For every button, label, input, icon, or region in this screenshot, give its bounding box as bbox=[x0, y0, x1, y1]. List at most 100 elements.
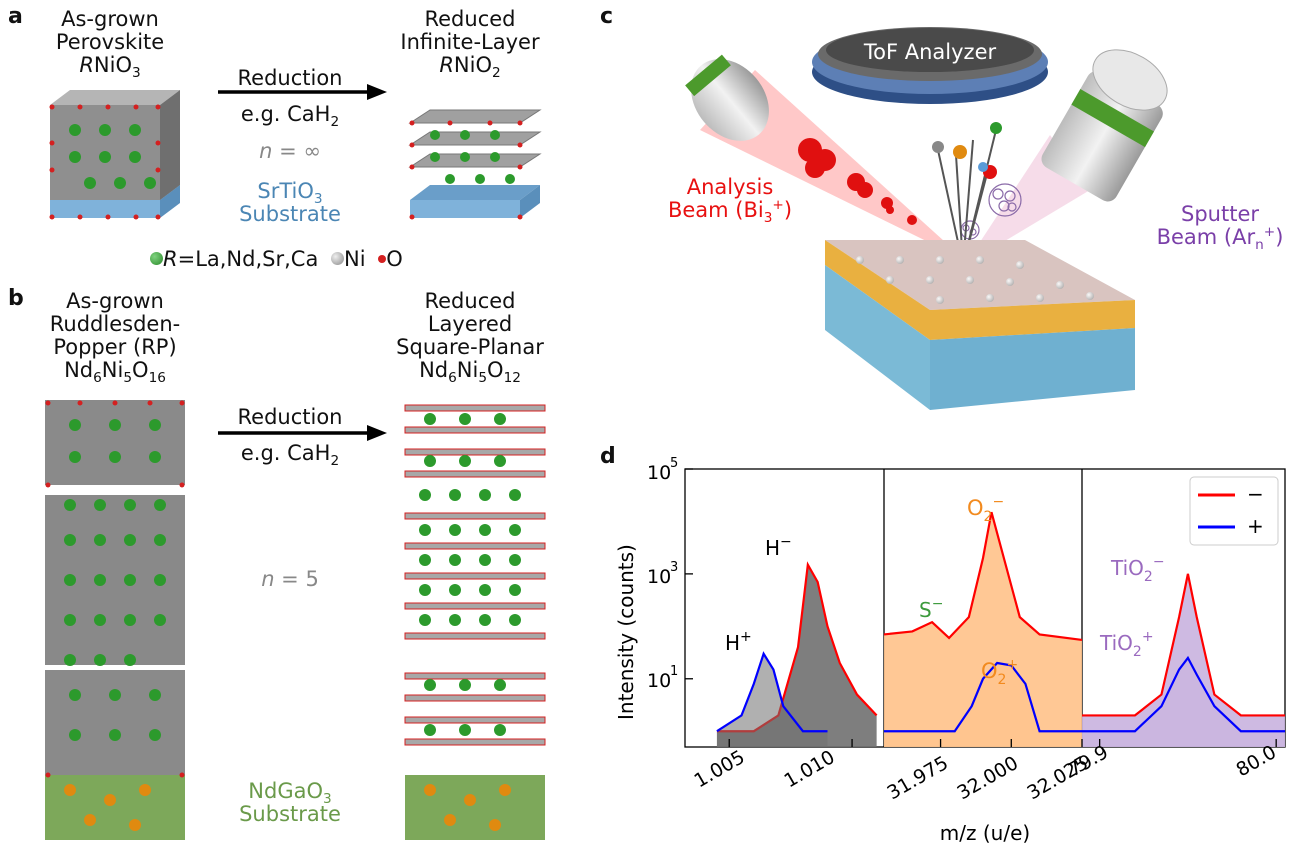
peak-fill-area bbox=[884, 512, 1082, 747]
peak-fill-area bbox=[716, 653, 828, 747]
legend-positive-label: + bbox=[1247, 514, 1264, 538]
panel-a-substrate-label: SrTiO3 Substrate bbox=[215, 180, 365, 226]
o-atom-icon bbox=[378, 255, 387, 263]
panel-a-reduction-arrow bbox=[218, 84, 387, 100]
n-symbol: n bbox=[261, 567, 275, 591]
formula-part: Ni bbox=[101, 358, 124, 382]
anno-text: TiO bbox=[1110, 556, 1144, 580]
chart-legend: − + bbox=[1189, 476, 1279, 546]
caption-line: Reduced bbox=[424, 289, 516, 313]
caption-line: As-grown bbox=[66, 289, 164, 313]
ytick-label: 10 bbox=[647, 462, 671, 484]
formula-r: R bbox=[79, 53, 94, 77]
substrate-formula: SrTiO3 bbox=[215, 179, 365, 207]
analysis-gun-icon bbox=[685, 54, 769, 141]
formula-sub: 6 bbox=[448, 370, 457, 387]
atom-legend: R=La,Nd,Sr,Ca Ni O bbox=[150, 248, 403, 271]
arrow-bottom-main: e.g. CaH bbox=[240, 102, 331, 126]
sputter-gun-icon bbox=[1041, 49, 1168, 202]
xtick-label: 1.010 bbox=[781, 746, 839, 792]
substrate-word: Substrate bbox=[239, 202, 341, 226]
ytick-exp: 1 bbox=[670, 664, 678, 679]
anno-sub: 2 bbox=[1133, 644, 1142, 660]
panel-a-arrow-bottom: e.g. CaH2 bbox=[215, 102, 365, 130]
caption-line: Reduced bbox=[424, 7, 516, 31]
anno-sup: − bbox=[992, 494, 1004, 510]
anno-text: O bbox=[981, 659, 998, 683]
ytick-label: 10 bbox=[647, 670, 671, 692]
y-axis-label: Intensity (counts) bbox=[614, 544, 638, 720]
h-minus-annotation: H− bbox=[765, 534, 792, 560]
formula-sub: 6 bbox=[93, 370, 102, 387]
panel-a-as-grown-caption: As-grown Perovskite RNiO3 bbox=[40, 7, 180, 81]
tof-sims-spectra-chart: 10 5 10 3 10 1 Intensity (counts) m/z (u… bbox=[614, 456, 1286, 845]
anno-text: H bbox=[765, 536, 780, 560]
anno-sup: − bbox=[1153, 554, 1165, 570]
negative-ion-series bbox=[1082, 573, 1285, 717]
panel-a-arrow-top: Reduction bbox=[237, 66, 343, 90]
caption-line: Analysis bbox=[686, 175, 774, 199]
beam-text: Beam (Ar bbox=[1156, 225, 1256, 249]
panel-b-substrate-label: NdGaO3 Substrate bbox=[215, 780, 365, 826]
formula-part: O bbox=[132, 358, 149, 382]
s-minus-annotation: S− bbox=[919, 596, 943, 622]
tio2-minus-annotation: TiO2− bbox=[1110, 554, 1165, 585]
caption-line: Square-Planar bbox=[396, 335, 544, 359]
caption-line: Ruddlesden- bbox=[49, 312, 181, 336]
n-value: = ∞ bbox=[272, 139, 321, 163]
formula-part: Ni bbox=[456, 358, 479, 382]
anno-sup: + bbox=[1142, 629, 1154, 645]
positive-ion-series bbox=[1082, 655, 1285, 733]
peak-fill-area bbox=[1082, 657, 1285, 747]
formula-rnio2: RNiO2 bbox=[380, 53, 560, 81]
caption-line: Sputter bbox=[1181, 202, 1259, 226]
arrow-bottom-sub: 2 bbox=[330, 453, 340, 470]
anno-sub: 2 bbox=[984, 509, 993, 525]
analysis-beam-label: Analysis Beam (Bi3+) bbox=[660, 175, 800, 226]
substrate-word: Substrate bbox=[239, 802, 341, 826]
beam-sup: + bbox=[1263, 224, 1276, 240]
caption-line: As-grown bbox=[61, 7, 159, 31]
anno-text: H bbox=[725, 631, 740, 655]
formula-sub: 3 bbox=[131, 65, 141, 82]
formula-sub: 2 bbox=[491, 65, 501, 82]
panel-b-n-label: n = 5 bbox=[215, 568, 365, 591]
n-value: = 5 bbox=[274, 567, 319, 591]
panel-b-reduced-caption: Reduced Layered Square-Planar Nd6Ni5O12 bbox=[380, 289, 560, 386]
formula-main: NiO bbox=[93, 53, 132, 77]
panel-a-label: a bbox=[8, 4, 23, 29]
anno-sub: 2 bbox=[998, 672, 1007, 688]
tof-sims-schematic: ToF Analyzer bbox=[685, 27, 1168, 410]
arrow-bottom-main: e.g. CaH bbox=[240, 441, 331, 465]
perovskite-structure-image bbox=[49, 90, 180, 220]
caption-line: Layered bbox=[427, 312, 513, 336]
formula-rp: Nd6Ni5O16 bbox=[35, 358, 195, 386]
arrow-bottom-sub: 2 bbox=[330, 114, 340, 131]
square-planar-structure-image bbox=[404, 404, 546, 840]
tio2-plus-annotation: TiO2+ bbox=[1099, 629, 1154, 660]
anno-text: TiO bbox=[1099, 631, 1133, 655]
beam-sup: + bbox=[772, 197, 784, 213]
negative-ion-series bbox=[883, 511, 1083, 642]
caption-line: Popper (RP) bbox=[53, 335, 177, 359]
peak-fill-area bbox=[884, 662, 1082, 747]
legend-r-symbol: R bbox=[163, 247, 178, 271]
x-axis-label: m/z (u/e) bbox=[940, 821, 1030, 845]
tof-analyzer-icon bbox=[812, 27, 1048, 104]
xtick-label: 1.005 bbox=[691, 746, 749, 792]
formula-r: R bbox=[439, 53, 454, 77]
beam-sub: n bbox=[1255, 237, 1264, 254]
peak-fill-area bbox=[1082, 573, 1285, 747]
formula-sub: 5 bbox=[478, 370, 488, 387]
formula-sub: 12 bbox=[503, 370, 521, 387]
infinite-layer-structure-image bbox=[408, 109, 542, 220]
anno-sup: − bbox=[932, 596, 944, 612]
panel-b-arrow-top: Reduction bbox=[237, 405, 343, 429]
substrate-main: SrTiO bbox=[257, 179, 314, 203]
formula-part: O bbox=[487, 358, 504, 382]
ruddlesden-popper-structure-image bbox=[45, 400, 185, 840]
anno-text: S bbox=[919, 598, 932, 622]
sputter-beam-formula: Beam (Arn+) bbox=[1150, 224, 1290, 252]
beam-end: ) bbox=[783, 198, 793, 222]
formula-sub: 16 bbox=[148, 370, 166, 387]
